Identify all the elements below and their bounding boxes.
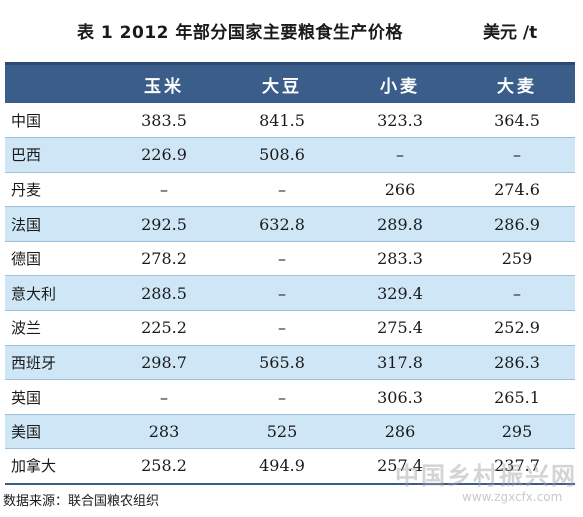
soybean-price-cell: – <box>223 241 341 277</box>
soybean-price-cell: – <box>223 379 341 415</box>
table-row: 西班牙 298.7 565.8 317.8 286.3 <box>5 345 575 381</box>
barley-price-cell: 364.5 <box>459 103 575 139</box>
wheat-price-cell: 323.3 <box>341 103 459 139</box>
wheat-price-cell: 257.4 <box>341 448 459 485</box>
corn-price-cell: – <box>105 379 223 415</box>
header-barley: 大麦 <box>459 62 575 103</box>
country-cell: 中国 <box>5 103 105 139</box>
corn-price-cell: 258.2 <box>105 448 223 485</box>
table-row: 波兰 225.2–275.4 252.9 <box>5 310 575 346</box>
price-table: 玉米 大豆 小麦 大麦 中国 383.5 841.5 323.3 364.5 巴西 226.… <box>5 62 575 485</box>
table-row: 英国 – –306.3 265.1 <box>5 379 575 415</box>
source-note: 数据来源：联合国粮农组织 <box>3 494 160 509</box>
table-row: 德国 278.2–283.3 259 <box>5 241 575 277</box>
country-cell: 加拿大 <box>5 448 105 485</box>
barley-price-cell: 295 <box>459 414 575 450</box>
corn-price-cell: 288.5 <box>105 275 223 312</box>
barley-price-cell: 265.1 <box>459 379 575 415</box>
country-cell: 英国 <box>5 379 105 415</box>
corn-price-cell: 292.5 <box>105 206 223 242</box>
watermark-url: www.zgxcfx.com <box>462 490 563 504</box>
soybean-price-cell: 525 <box>223 414 341 450</box>
soybean-price-cell: 841.5 <box>223 103 341 139</box>
table-header: 玉米 大豆 小麦 大麦 <box>5 62 575 103</box>
table-row: 法国 292.5 632.8 289.8 286.9 <box>5 206 575 242</box>
header-soybean: 大豆 <box>223 62 341 103</box>
barley-price-cell: 274.6 <box>459 172 575 208</box>
barley-price-cell: 286.9 <box>459 206 575 242</box>
wheat-price-cell: 289.8 <box>341 206 459 242</box>
table-row: 丹麦 – –266 274.6 <box>5 172 575 208</box>
soybean-price-cell: 632.8 <box>223 206 341 242</box>
country-cell: 波兰 <box>5 310 105 346</box>
corn-price-cell: 226.9 <box>105 137 223 173</box>
country-cell: 意大利 <box>5 275 105 312</box>
wheat-price-cell: 306.3 <box>341 379 459 415</box>
wheat-price-cell: 275.4 <box>341 310 459 346</box>
barley-price-cell: 237.7 <box>459 448 575 485</box>
wheat-price-cell: 266 <box>341 172 459 208</box>
barley-price-cell: 259 <box>459 241 575 277</box>
soybean-price-cell: 565.8 <box>223 345 341 381</box>
title-row: 表 1 2012 年部分国家主要粮食生产价格 美元 /t <box>0 0 583 62</box>
country-cell: 德国 <box>5 241 105 277</box>
corn-price-cell: 225.2 <box>105 310 223 346</box>
wheat-price-cell: 286 <box>341 414 459 450</box>
table-body: 中国 383.5 841.5 323.3 364.5 巴西 226.9 508.6– – 丹麦 – –… <box>5 103 575 485</box>
soybean-price-cell: 508.6 <box>223 137 341 173</box>
corn-price-cell: 383.5 <box>105 103 223 139</box>
soybean-price-cell: – <box>223 310 341 346</box>
wheat-price-cell: – <box>341 137 459 173</box>
barley-price-cell: 252.9 <box>459 310 575 346</box>
table-row: 中国 383.5 841.5 323.3 364.5 <box>5 103 575 139</box>
country-cell: 西班牙 <box>5 345 105 381</box>
soybean-price-cell: – <box>223 275 341 312</box>
corn-price-cell: 283 <box>105 414 223 450</box>
corn-price-cell: 298.7 <box>105 345 223 381</box>
header-corn: 玉米 <box>105 62 223 103</box>
table-row: 美国 283 525 286 295 <box>5 414 575 450</box>
header-country <box>5 62 105 103</box>
table-row: 意大利 288.5–329.4– <box>5 275 575 312</box>
corn-price-cell: 278.2 <box>105 241 223 277</box>
soybean-price-cell: – <box>223 172 341 208</box>
table-row: 加拿大 258.2 494.9 257.4 237.7 <box>5 448 575 485</box>
barley-price-cell: – <box>459 137 575 173</box>
country-cell: 巴西 <box>5 137 105 173</box>
country-cell: 丹麦 <box>5 172 105 208</box>
barley-price-cell: – <box>459 275 575 312</box>
wheat-price-cell: 283.3 <box>341 241 459 277</box>
barley-price-cell: 286.3 <box>459 345 575 381</box>
corn-price-cell: – <box>105 172 223 208</box>
header-wheat: 小麦 <box>341 62 459 103</box>
wheat-price-cell: 329.4 <box>341 275 459 312</box>
country-cell: 美国 <box>5 414 105 450</box>
unit-label: 美元 /t <box>483 23 538 43</box>
table-title: 表 1 2012 年部分国家主要粮食生产价格 <box>77 23 403 43</box>
country-cell: 法国 <box>5 206 105 242</box>
soybean-price-cell: 494.9 <box>223 448 341 485</box>
header-row: 玉米 大豆 小麦 大麦 <box>5 62 575 103</box>
wheat-price-cell: 317.8 <box>341 345 459 381</box>
table-row: 巴西 226.9 508.6– – <box>5 137 575 173</box>
